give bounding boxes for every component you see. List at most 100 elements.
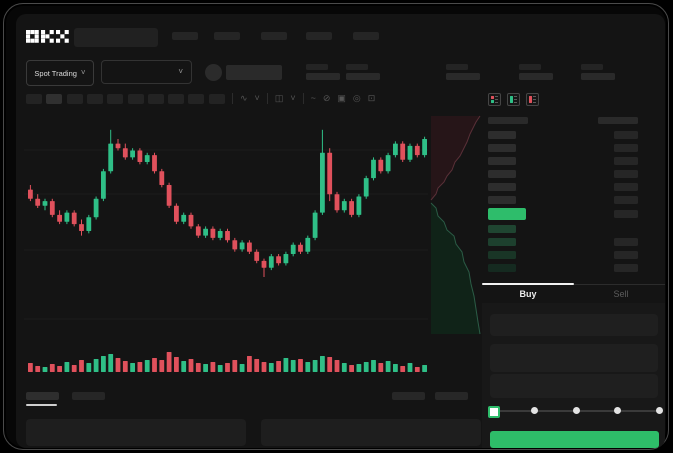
timeframe-button[interactable] [107,94,124,104]
volume-chart [28,352,427,372]
topnav-link[interactable] [214,32,240,40]
market-type-label: Spot Trading [34,68,77,78]
tab-sell[interactable]: Sell [613,289,629,299]
depth-asks-line [430,115,481,201]
chevron-down-icon[interactable]: ˅ [290,93,296,103]
slider-stop[interactable] [655,407,663,414]
ask-price-placeholder[interactable] [488,157,516,165]
ask-amount-placeholder [614,144,638,152]
timeframe-button[interactable] [208,94,225,104]
compare-icon[interactable]: ◫ [274,93,284,103]
candle-style-icon[interactable]: ∿ [240,93,248,103]
book-asks-icon[interactable] [526,93,539,106]
bottom-active-tab-indicator [26,404,57,406]
stat-value-placeholder [581,73,615,80]
bid-price-placeholder[interactable] [488,251,516,259]
ask-price-placeholder[interactable] [488,131,516,139]
ask-amount-placeholder [614,157,638,165]
ticker-stat [306,64,340,80]
orderbook-view-toggles [488,93,539,106]
ob-header-amount [598,117,638,124]
topnav-link[interactable] [172,32,198,40]
okx-logo[interactable] [26,30,69,43]
ticker-stat [519,64,553,80]
app-window: Spot Trading ˅ ˅ ∿ ˅ ◫ ˅ ~ ⊘ ▣ ◎ ⊡ Buy Sell [16,14,665,448]
pair-dropdown[interactable]: ˅ [101,60,192,84]
timeframe-button[interactable] [66,94,83,104]
depth-bids-fill [431,203,480,334]
timeframe-button[interactable] [86,94,103,104]
chevron-down-icon: ˅ [80,68,86,77]
bottom-action-placeholder[interactable] [435,392,468,400]
candlestick-chart[interactable] [24,114,428,339]
toolbar-separator [232,93,233,104]
tab-buy[interactable]: Buy [519,289,537,299]
market-type-selector[interactable]: Spot Trading ˅ [26,60,94,86]
slider-handle[interactable] [488,406,500,418]
settings-icon[interactable]: ◎ [352,93,361,103]
ticker-stat [446,64,480,80]
bid-price-placeholder[interactable] [488,264,516,272]
toolbar-separator [302,93,304,104]
chevron-down-icon[interactable]: ˅ [254,93,260,103]
ask-price-placeholder[interactable] [488,196,516,204]
depth-bids-line [430,202,481,335]
timeframe-button[interactable] [147,94,164,104]
bid-amount-placeholder [614,251,638,259]
bid-amount-placeholder [614,238,638,246]
book-both-icon[interactable] [488,93,501,106]
line-tool-icon[interactable]: ~ [310,93,316,103]
buy-submit-button[interactable] [490,431,659,448]
device-frame: Spot Trading ˅ ˅ ∿ ˅ ◫ ˅ ~ ⊘ ▣ ◎ ⊡ Buy Sell [3,3,669,450]
stat-label-placeholder [581,64,603,70]
topnav-link[interactable] [353,32,379,40]
bottom-action-placeholder[interactable] [392,392,425,400]
slider-stop[interactable] [531,407,538,414]
depth-asks-fill [431,116,480,200]
stat-label-placeholder [346,64,368,70]
bottom-tab[interactable] [26,392,59,400]
depth-chart [430,115,481,335]
last-price-badge[interactable] [488,208,526,220]
chart-tools: ∿ ˅ ◫ ˅ ~ ⊘ ▣ ◎ ⊡ [232,91,375,106]
ticker-stat [581,64,615,80]
brush-icon[interactable]: ⊘ [322,93,331,103]
order-input-field[interactable] [490,344,658,372]
global-search[interactable] [74,28,158,47]
last-price-amount-placeholder [614,210,638,218]
order-input-field[interactable] [490,314,658,336]
bottom-tab[interactable] [72,392,105,400]
fullscreen-icon[interactable]: ⊡ [367,93,376,103]
chevron-down-icon: ˅ [178,67,183,76]
ticker-stat [346,64,380,80]
stat-value-placeholder [346,73,380,80]
ask-price-placeholder[interactable] [488,170,516,178]
ask-price-placeholder[interactable] [488,144,516,152]
topnav-link[interactable] [261,32,287,40]
ask-price-placeholder[interactable] [488,183,516,191]
toolbar-separator [266,93,268,104]
camera-icon[interactable]: ▣ [337,93,346,103]
slider-stop[interactable] [572,407,580,414]
timeframe-button[interactable] [168,94,185,104]
slider-stop[interactable] [614,407,621,414]
bid-price-placeholder[interactable] [488,225,516,233]
ask-amount-placeholder [614,196,638,204]
stat-value-placeholder [446,73,480,80]
bottom-panel [261,419,481,446]
timeframe-button[interactable] [188,94,205,104]
topnav-link[interactable] [306,32,332,40]
ask-amount-placeholder [614,183,638,191]
pair-name-placeholder [226,65,282,80]
book-bids-icon[interactable] [507,93,520,106]
timeframe-button[interactable] [127,94,144,104]
order-input-field[interactable] [490,374,658,398]
timeframe-button[interactable] [46,94,63,104]
stat-label-placeholder [519,64,541,70]
bid-price-placeholder[interactable] [488,238,516,246]
active-tab-indicator [482,283,574,285]
stat-value-placeholder [519,73,553,80]
ask-amount-placeholder [614,131,638,139]
timeframe-button[interactable] [26,94,42,104]
bottom-panel [26,419,246,446]
